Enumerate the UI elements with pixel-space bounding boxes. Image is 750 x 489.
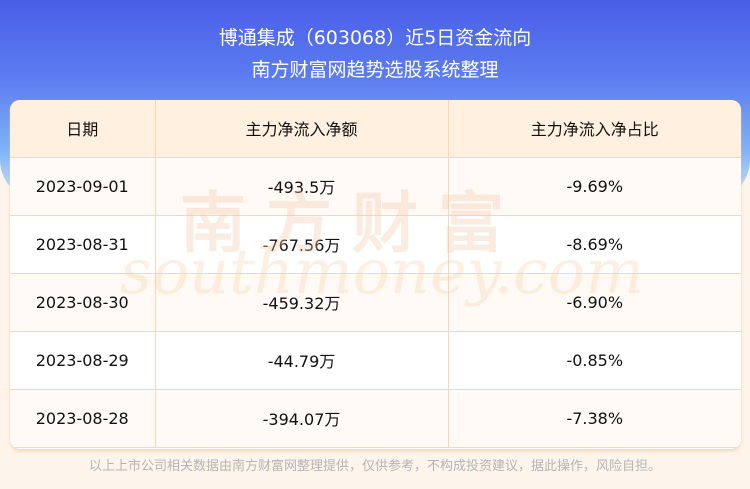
column-header: 主力净流入净额: [155, 100, 449, 158]
subtitle: 南方财富网趋势选股系统整理: [251, 59, 499, 81]
ratio-cell: -6.90%: [448, 273, 741, 332]
ratio-cell: -7.38%: [448, 389, 741, 448]
table-header: 日期 主力净流入净额 主力净流入净占比: [10, 100, 741, 158]
date-cell: 2023-08-28: [10, 389, 156, 448]
net-inflow-cell: -767.56万: [155, 215, 449, 274]
table-row: 2023-08-30 -459.32万 -6.90%: [10, 273, 741, 332]
date-cell: 2023-09-01: [10, 157, 156, 216]
net-inflow-cell: -493.5万: [155, 157, 449, 216]
net-inflow-cell: -459.32万: [155, 273, 449, 332]
fund-flow-table: 日期 主力净流入净额 主力净流入净占比 2023-09-01 -493.5万 -9.…: [10, 100, 741, 448]
fund-flow-table-card: 日期 主力净流入净额 主力净流入净占比 2023-09-01 -493.5万 -9.…: [10, 100, 741, 449]
table-row: 2023-09-01 -493.5万 -9.69%: [10, 157, 741, 216]
ratio-cell: -9.69%: [448, 157, 741, 216]
table-row: 2023-08-28 -394.07万 -7.38%: [10, 389, 741, 448]
net-inflow-cell: -394.07万: [155, 389, 449, 448]
ratio-cell: -8.69%: [448, 215, 741, 274]
disclaimer: 以上上市公司相关数据由南方财富网整理提供，仅供参考，不构成投资建议，据此操作，风…: [88, 459, 661, 474]
page-title: 博通集成（603068）近5日资金流向 南方财富网趋势选股系统整理: [0, 22, 750, 86]
date-cell: 2023-08-31: [10, 215, 156, 274]
ratio-cell: -0.85%: [448, 331, 741, 390]
date-cell: 2023-08-30: [10, 273, 156, 332]
table-row: 2023-08-29 -44.79万 -0.85%: [10, 331, 741, 390]
net-inflow-cell: -44.79万: [155, 331, 449, 390]
date-cell: 2023-08-29: [10, 331, 156, 390]
column-header: 日期: [10, 100, 156, 158]
column-header: 主力净流入净占比: [448, 100, 741, 158]
table-row: 2023-08-31 -767.56万 -8.69%: [10, 215, 741, 274]
title: 博通集成（603068）近5日资金流向: [218, 27, 532, 49]
